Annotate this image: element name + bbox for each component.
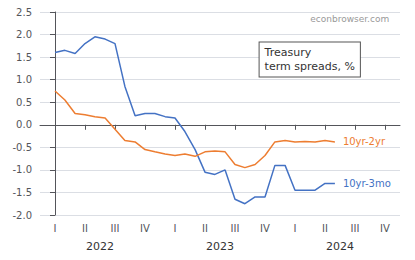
- svg-text:IV: IV: [140, 223, 150, 234]
- svg-text:-1.0: -1.0: [12, 164, 32, 175]
- svg-text:2023: 2023: [206, 240, 234, 253]
- svg-text:IV: IV: [260, 223, 270, 234]
- svg-text:III: III: [351, 223, 360, 234]
- svg-text:2.5: 2.5: [16, 7, 32, 18]
- svg-text:-0.5: -0.5: [12, 142, 32, 153]
- svg-text:1.5: 1.5: [16, 52, 32, 63]
- svg-text:econbrowser.com: econbrowser.com: [310, 14, 389, 24]
- svg-text:III: III: [111, 223, 120, 234]
- svg-text:0.5: 0.5: [16, 97, 32, 108]
- svg-text:0.0: 0.0: [16, 119, 32, 130]
- svg-text:2.0: 2.0: [16, 29, 32, 40]
- svg-text:I: I: [174, 223, 177, 234]
- svg-text:10yr-3mo: 10yr-3mo: [343, 178, 391, 189]
- svg-text:I: I: [294, 223, 297, 234]
- svg-text:2022: 2022: [86, 240, 114, 253]
- svg-text:IV: IV: [380, 223, 390, 234]
- svg-text:I: I: [54, 223, 57, 234]
- svg-text:Treasury: Treasury: [264, 46, 312, 59]
- svg-text:2024: 2024: [326, 240, 354, 253]
- svg-text:III: III: [231, 223, 240, 234]
- svg-text:-2.0: -2.0: [12, 210, 32, 221]
- svg-text:term spreads, %: term spreads, %: [265, 60, 355, 73]
- svg-text:II: II: [322, 223, 328, 234]
- svg-text:-1.5: -1.5: [12, 187, 32, 198]
- svg-text:II: II: [202, 223, 208, 234]
- svg-text:10yr-2yr: 10yr-2yr: [343, 136, 386, 147]
- svg-text:II: II: [82, 223, 88, 234]
- svg-text:1.0: 1.0: [16, 74, 32, 85]
